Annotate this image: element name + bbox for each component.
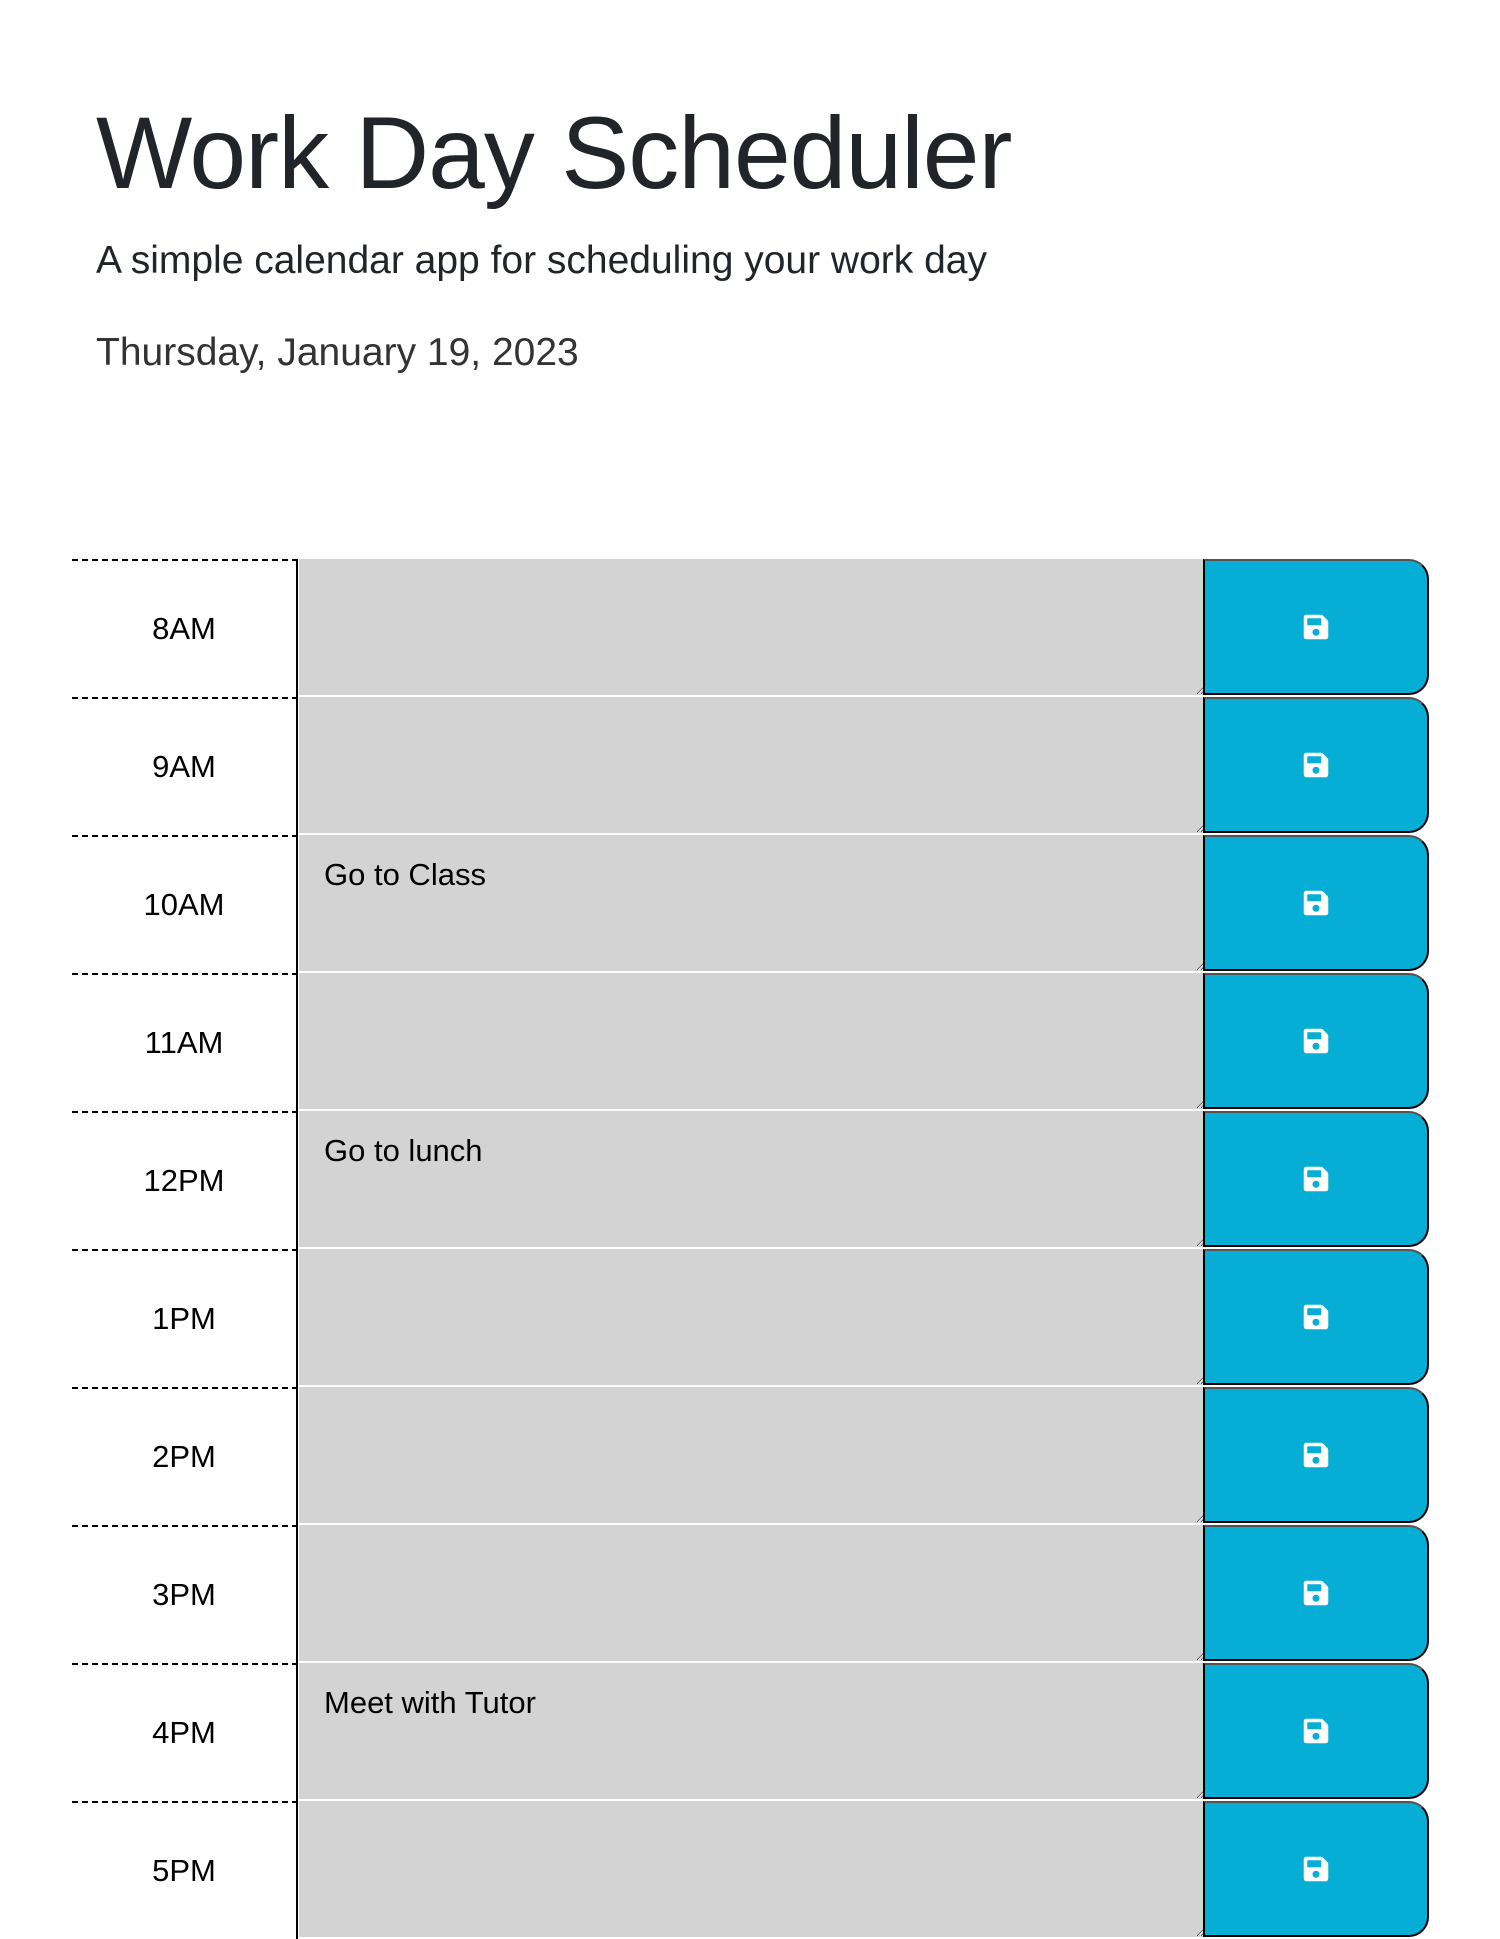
floppy-disk-icon — [1303, 614, 1329, 640]
page-title: Work Day Scheduler — [96, 96, 1012, 210]
save-button[interactable] — [1203, 1663, 1429, 1799]
hour-label: 11AM — [72, 973, 298, 1111]
event-description-input[interactable] — [299, 1525, 1205, 1663]
save-button[interactable] — [1203, 1111, 1429, 1247]
time-block-list: 8AM 9AM 10AM Go to Class 11AM 12PM Go to lunch… — [72, 559, 1429, 1939]
hour-label: 3PM — [72, 1525, 298, 1663]
hour-label: 9AM — [72, 697, 298, 835]
event-description-input[interactable] — [299, 1801, 1205, 1939]
hour-label: 5PM — [72, 1801, 298, 1939]
hour-label: 10AM — [72, 835, 298, 973]
save-button[interactable] — [1203, 1801, 1429, 1937]
time-block-row: 1PM — [72, 1249, 1429, 1387]
hour-label: 12PM — [72, 1111, 298, 1249]
event-description-input[interactable] — [299, 697, 1205, 835]
event-description-input[interactable] — [299, 1387, 1205, 1525]
save-button[interactable] — [1203, 697, 1429, 833]
hour-label: 4PM — [72, 1663, 298, 1801]
floppy-disk-icon — [1303, 1028, 1329, 1054]
event-description-input[interactable] — [299, 1249, 1205, 1387]
event-description-input[interactable]: Meet with Tutor — [299, 1663, 1205, 1801]
time-block-row: 11AM — [72, 973, 1429, 1111]
time-block-row: 8AM — [72, 559, 1429, 697]
save-button[interactable] — [1203, 1387, 1429, 1523]
floppy-disk-icon — [1303, 1442, 1329, 1468]
time-block-row: 10AM Go to Class — [72, 835, 1429, 973]
time-block-row: 3PM — [72, 1525, 1429, 1663]
save-button[interactable] — [1203, 1249, 1429, 1385]
floppy-disk-icon — [1303, 1580, 1329, 1606]
time-block-row: 5PM — [72, 1801, 1429, 1939]
floppy-disk-icon — [1303, 1304, 1329, 1330]
time-block-row: 12PM Go to lunch — [72, 1111, 1429, 1249]
hour-label: 1PM — [72, 1249, 298, 1387]
hour-label: 2PM — [72, 1387, 298, 1525]
floppy-disk-icon — [1303, 890, 1329, 916]
event-description-input[interactable]: Go to lunch — [299, 1111, 1205, 1249]
save-button[interactable] — [1203, 559, 1429, 695]
event-description-input[interactable] — [299, 973, 1205, 1111]
page-subtitle: A simple calendar app for scheduling you… — [96, 239, 987, 282]
event-description-input[interactable] — [299, 559, 1205, 697]
event-description-input[interactable]: Go to Class — [299, 835, 1205, 973]
floppy-disk-icon — [1303, 1166, 1329, 1192]
time-block-row: 4PM Meet with Tutor — [72, 1663, 1429, 1801]
floppy-disk-icon — [1303, 1856, 1329, 1882]
floppy-disk-icon — [1303, 752, 1329, 778]
floppy-disk-icon — [1303, 1718, 1329, 1744]
save-button[interactable] — [1203, 835, 1429, 971]
hour-label: 8AM — [72, 559, 298, 697]
time-block-row: 9AM — [72, 697, 1429, 835]
save-button[interactable] — [1203, 1525, 1429, 1661]
time-block-row: 2PM — [72, 1387, 1429, 1525]
save-button[interactable] — [1203, 973, 1429, 1109]
current-day: Thursday, January 19, 2023 — [96, 331, 579, 374]
